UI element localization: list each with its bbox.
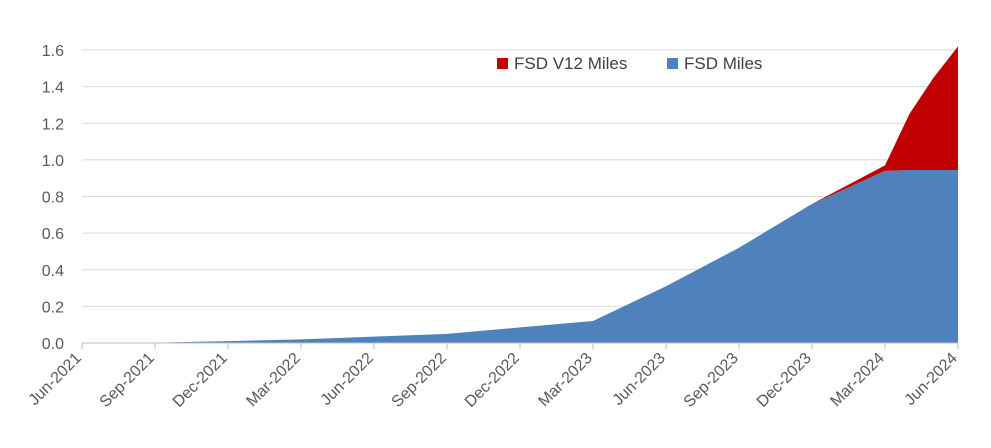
x-tick-label: Jun-2022 bbox=[318, 350, 377, 409]
x-axis-ticks: Jun-2021 Sep-2021 Dec-2021 Mar-2022 Jun-2022… bbox=[26, 343, 961, 411]
y-tick-label: 1.2 bbox=[42, 116, 64, 133]
x-tick-label: Sep-2022 bbox=[389, 350, 450, 411]
area-series-group bbox=[82, 46, 958, 344]
area-fsd-miles bbox=[82, 169, 958, 343]
x-tick-label: Jun-2023 bbox=[610, 350, 669, 409]
x-tick-label: Jun-2021 bbox=[26, 350, 85, 409]
y-tick-label: 0.6 bbox=[42, 226, 64, 243]
gridlines bbox=[82, 49, 958, 307]
x-tick-label: Sep-2023 bbox=[681, 350, 742, 411]
legend-item: FSD Miles bbox=[667, 54, 762, 73]
x-tick-label: Dec-2022 bbox=[462, 350, 523, 411]
legend-label: FSD V12 Miles bbox=[514, 54, 627, 73]
y-axis-ticks: 0.0 0.2 0.4 0.6 0.8 1.0 1.2 1.4 1.6 bbox=[42, 43, 64, 353]
x-tick-label: Sep-2021 bbox=[97, 350, 158, 411]
y-tick-label: 1.0 bbox=[42, 153, 64, 170]
legend: FSD V12 Miles FSD Miles bbox=[497, 54, 762, 73]
x-tick-label: Mar-2024 bbox=[827, 350, 888, 411]
legend-swatch bbox=[497, 58, 508, 69]
x-tick-label: Mar-2022 bbox=[243, 350, 304, 411]
y-tick-label: 1.6 bbox=[42, 43, 64, 60]
y-tick-label: 0.2 bbox=[42, 299, 64, 316]
legend-swatch bbox=[667, 58, 678, 69]
legend-label: FSD Miles bbox=[684, 54, 762, 73]
legend-item: FSD V12 Miles bbox=[497, 54, 627, 73]
y-tick-label: 0.0 bbox=[42, 336, 64, 353]
y-tick-label: 0.4 bbox=[42, 263, 64, 280]
y-tick-label: 0.8 bbox=[42, 190, 64, 207]
x-tick-label: Dec-2023 bbox=[754, 350, 815, 411]
x-tick-label: Jun-2024 bbox=[902, 350, 961, 409]
x-tick-label: Dec-2021 bbox=[170, 350, 231, 411]
y-tick-label: 1.4 bbox=[42, 80, 64, 97]
x-tick-label: Mar-2023 bbox=[535, 350, 596, 411]
